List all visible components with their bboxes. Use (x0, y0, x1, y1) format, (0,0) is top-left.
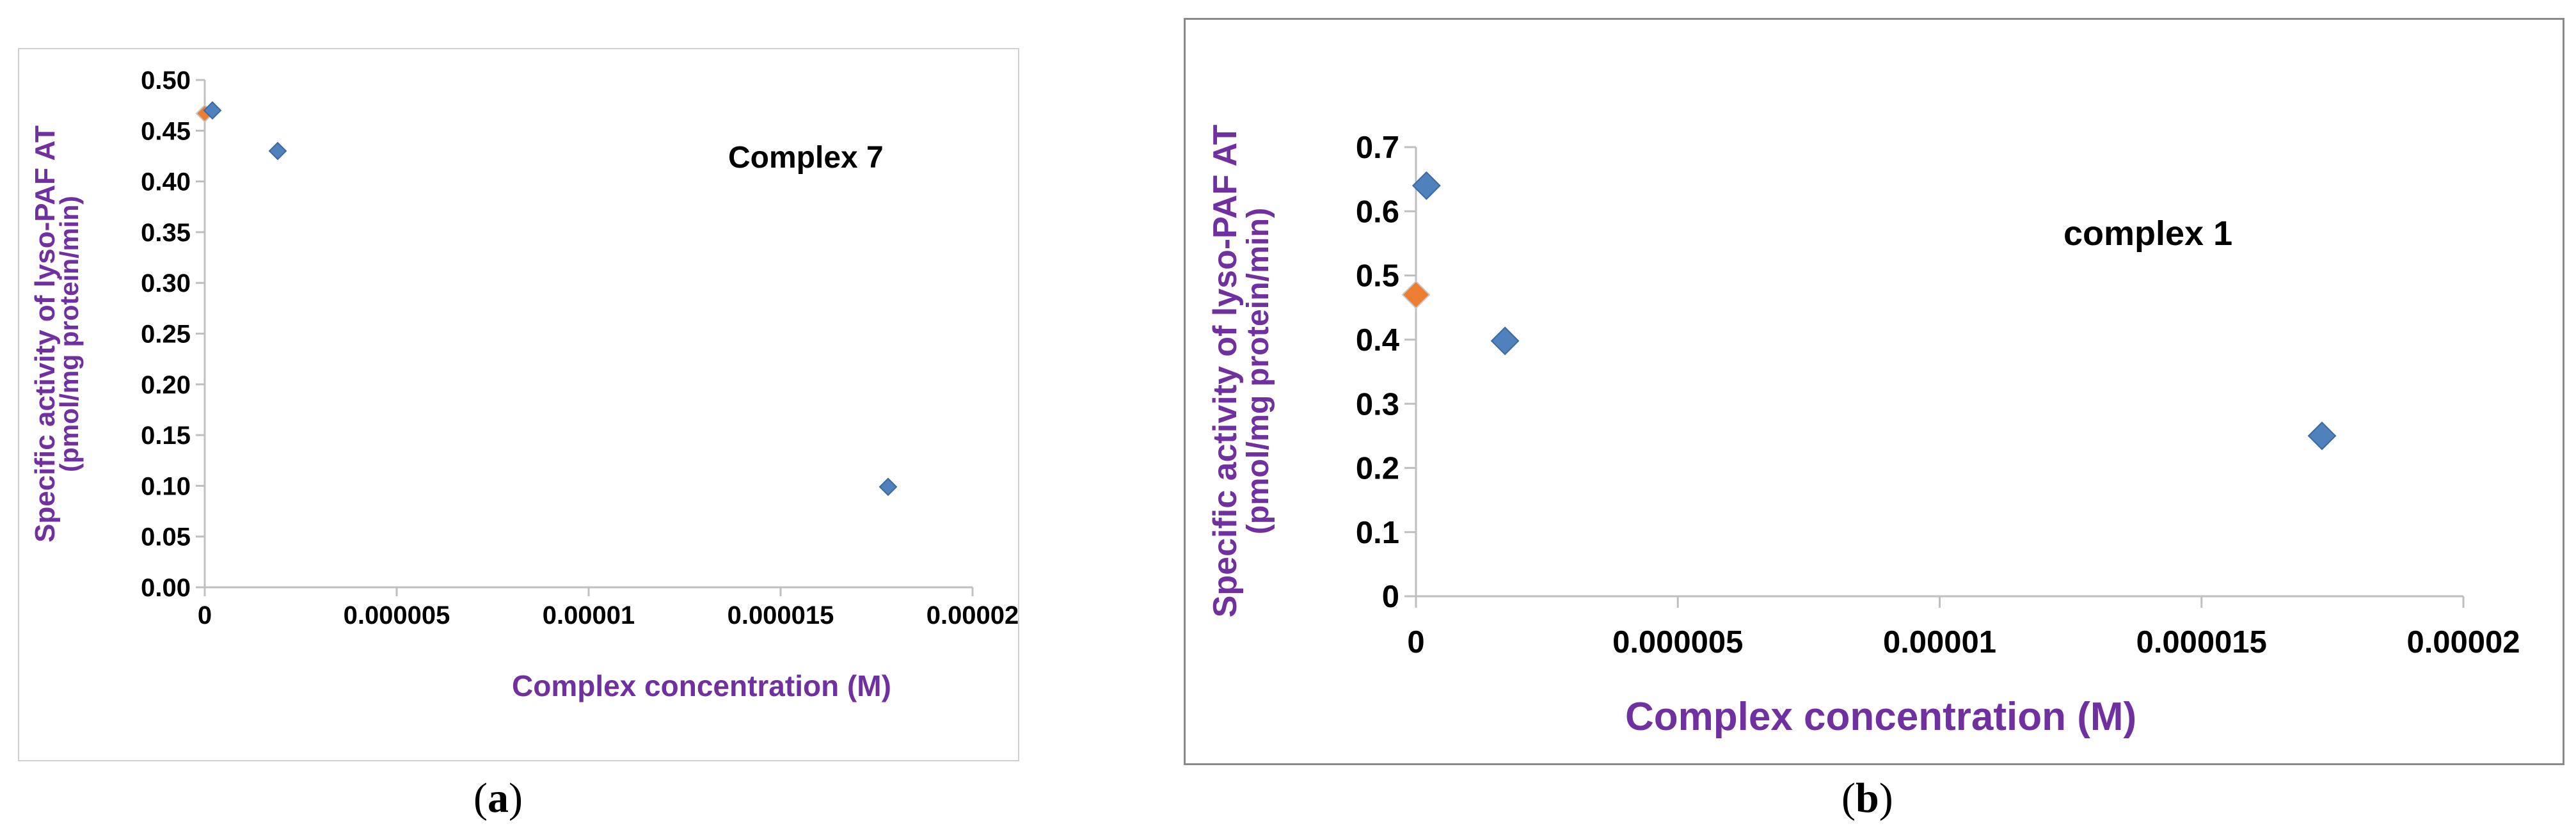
chart-a-x-tick-label: 0.00002 (926, 601, 1019, 630)
chart-b-x-tick-label: 0 (1407, 625, 1424, 660)
chart-a-x-axis-title: Complex concentration (M) (512, 669, 891, 702)
chart-b-point-complex (2307, 421, 2337, 450)
chart-a-y-axis-title-line1: Specific activity of lyso-PAF AT (29, 125, 61, 543)
chart-b-point-complex (1490, 326, 1520, 356)
chart-a-x-tick-label: 0.000015 (727, 601, 834, 630)
chart-b-y-axis-title-line1: Specific activity of lyso-PAF AT (1207, 125, 1244, 618)
chart-a-y-tick-label: 0.00 (141, 574, 191, 602)
chart-b-x-tick-label: 0.00001 (1883, 625, 1996, 660)
chart-b-y-tick-label: 0.4 (1356, 323, 1399, 358)
chart-b-y-axis-title-line2: (pmol/mg protein/min) (1241, 208, 1275, 534)
chart-b-annotation: complex 1 (2063, 214, 2232, 253)
chart-b-y-tick-label: 0.3 (1356, 387, 1399, 422)
chart-b-x-axis-title: Complex concentration (M) (1625, 695, 2136, 739)
chart-a-point-complex (203, 101, 222, 120)
chart-a-y-tick-label: 0.05 (141, 523, 191, 551)
chart-b-y-tick-label: 0.7 (1356, 131, 1399, 165)
chart-a-x-tick-label: 0 (198, 601, 212, 630)
caption-a: (a) (473, 775, 523, 821)
chart-b-y-tick-label: 0 (1382, 580, 1399, 614)
chart-a-y-axis-title-line2: (pmol/mg protein/min) (54, 196, 84, 472)
chart-b-x-tick-label: 0.00002 (2406, 625, 2520, 660)
chart-a-y-tick-label: 0.45 (141, 117, 191, 145)
chart-a-y-tick-label: 0.40 (141, 168, 191, 196)
chart-a-annotation: Complex 7 (728, 141, 884, 175)
chart-a-x-tick-label: 0.00001 (543, 601, 635, 630)
chart-a-frame (18, 48, 1019, 761)
chart-b-y-tick-label: 0.1 (1356, 516, 1399, 550)
chart-a-y-tick-label: 0.20 (141, 371, 191, 399)
chart-b-y-tick-label: 0.2 (1356, 452, 1399, 486)
chart-a-y-tick-label: 0.15 (141, 422, 191, 450)
chart-b-y-tick-label: 0.6 (1356, 194, 1399, 229)
chart-b-point-complex (1411, 171, 1441, 200)
chart-b-x-tick-label: 0.000015 (2136, 625, 2267, 660)
chart-a-y-tick-label: 0.35 (141, 219, 191, 247)
chart-a-point-complex (879, 477, 898, 496)
chart-a-x-tick-label: 0.000005 (344, 601, 450, 630)
chart-a-point-complex (268, 141, 287, 161)
chart-b-y-tick-label: 0.5 (1356, 259, 1399, 294)
chart-b-frame (1184, 18, 2564, 765)
chart-a-y-tick-label: 0.30 (141, 269, 191, 297)
chart-b-point-control (1401, 280, 1431, 310)
chart-a-y-tick-label: 0.50 (141, 67, 191, 95)
caption-b: (b) (1841, 775, 1893, 821)
chart-a-y-tick-label: 0.10 (141, 472, 191, 500)
chart-b-x-tick-label: 0.000005 (1612, 625, 1743, 660)
chart-a-y-tick-label: 0.25 (141, 321, 191, 349)
